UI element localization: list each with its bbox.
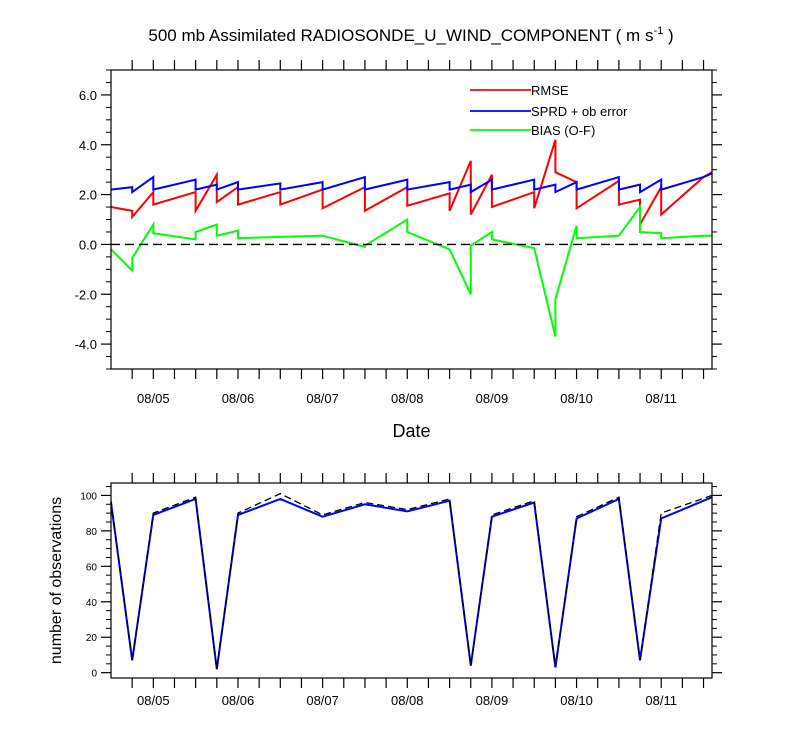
x-date-label: 08/06 bbox=[222, 693, 255, 708]
x-date-label: 08/09 bbox=[476, 693, 509, 708]
legend: RMSE SPRD + ob error BIAS (O-F) bbox=[470, 83, 628, 138]
top-y-tick-labels: -4.0 -2.0 0.0 2.0 4.0 6.0 bbox=[75, 88, 97, 352]
x-date-label: 08/07 bbox=[306, 693, 339, 708]
bottom-ticks bbox=[101, 473, 722, 688]
title-tail: ) bbox=[663, 26, 673, 45]
x-date-label: 08/05 bbox=[137, 693, 170, 708]
top-panel: -4.0-2.00.02.04.06.0 08/05 08/06 08/07 08/0… bbox=[75, 60, 722, 441]
y-tick-label: 2.0 bbox=[79, 188, 97, 203]
y-tick-label: 100 bbox=[80, 491, 97, 502]
series-line-bias-o-f bbox=[110, 203, 712, 337]
y-tick-label: 40 bbox=[86, 598, 98, 609]
y-tick-label: 60 bbox=[86, 562, 98, 573]
x-date-label: 08/10 bbox=[560, 391, 593, 406]
y-tick-label: 20 bbox=[86, 633, 98, 644]
series-line-reference bbox=[110, 492, 713, 670]
x-date-label: 08/05 bbox=[137, 391, 170, 406]
y-tick-label: 80 bbox=[86, 527, 98, 538]
x-date-label: 08/08 bbox=[391, 693, 424, 708]
x-date-label: 08/06 bbox=[222, 391, 255, 406]
top-x-tick-labels: 08/05 08/06 08/07 08/08 08/09 08/10 08/11 bbox=[137, 391, 677, 406]
y-tick-label: -4.0 bbox=[75, 337, 97, 352]
legend-label-bias: BIAS (O-F) bbox=[531, 123, 595, 138]
y-tick-label: 0 bbox=[91, 669, 97, 680]
x-date-label: 08/11 bbox=[645, 693, 677, 708]
x-date-label: 08/09 bbox=[476, 391, 509, 406]
top-ticks bbox=[101, 60, 722, 379]
bottom-y-tick-labels: 0 20 40 60 80 100 bbox=[80, 491, 97, 679]
y-tick-label: 6.0 bbox=[79, 88, 97, 103]
x-date-label: 08/10 bbox=[560, 693, 593, 708]
series-line-rmse bbox=[110, 139, 713, 229]
legend-label-rmse: RMSE bbox=[531, 83, 569, 98]
y-tick-label: 0.0 bbox=[79, 237, 97, 252]
bottom-plot-frame bbox=[110, 482, 713, 679]
y-tick-label: 4.0 bbox=[79, 138, 97, 153]
x-axis-title: Date bbox=[392, 421, 430, 441]
y-tick-label: -2.0 bbox=[75, 287, 97, 302]
bottom-series-group bbox=[110, 492, 713, 670]
y-axis-title: number of observations bbox=[48, 497, 65, 664]
x-date-label: 08/11 bbox=[645, 391, 677, 406]
bottom-x-tick-labels: 08/05 08/06 08/07 08/08 08/09 08/10 08/11 bbox=[137, 693, 677, 708]
legend-label-sprd: SPRD + ob error bbox=[531, 104, 628, 119]
series-line-sprd-ob-error bbox=[110, 172, 713, 195]
title-main: 500 mb Assimilated RADIOSONDE_U_WIND_COM… bbox=[148, 26, 653, 45]
title-superscript: -1 bbox=[653, 25, 663, 37]
top-series-group bbox=[110, 139, 713, 337]
x-date-label: 08/08 bbox=[391, 391, 424, 406]
chart-title: 500 mb Assimilated RADIOSONDE_U_WIND_COM… bbox=[148, 25, 673, 45]
x-date-label: 08/07 bbox=[306, 391, 339, 406]
